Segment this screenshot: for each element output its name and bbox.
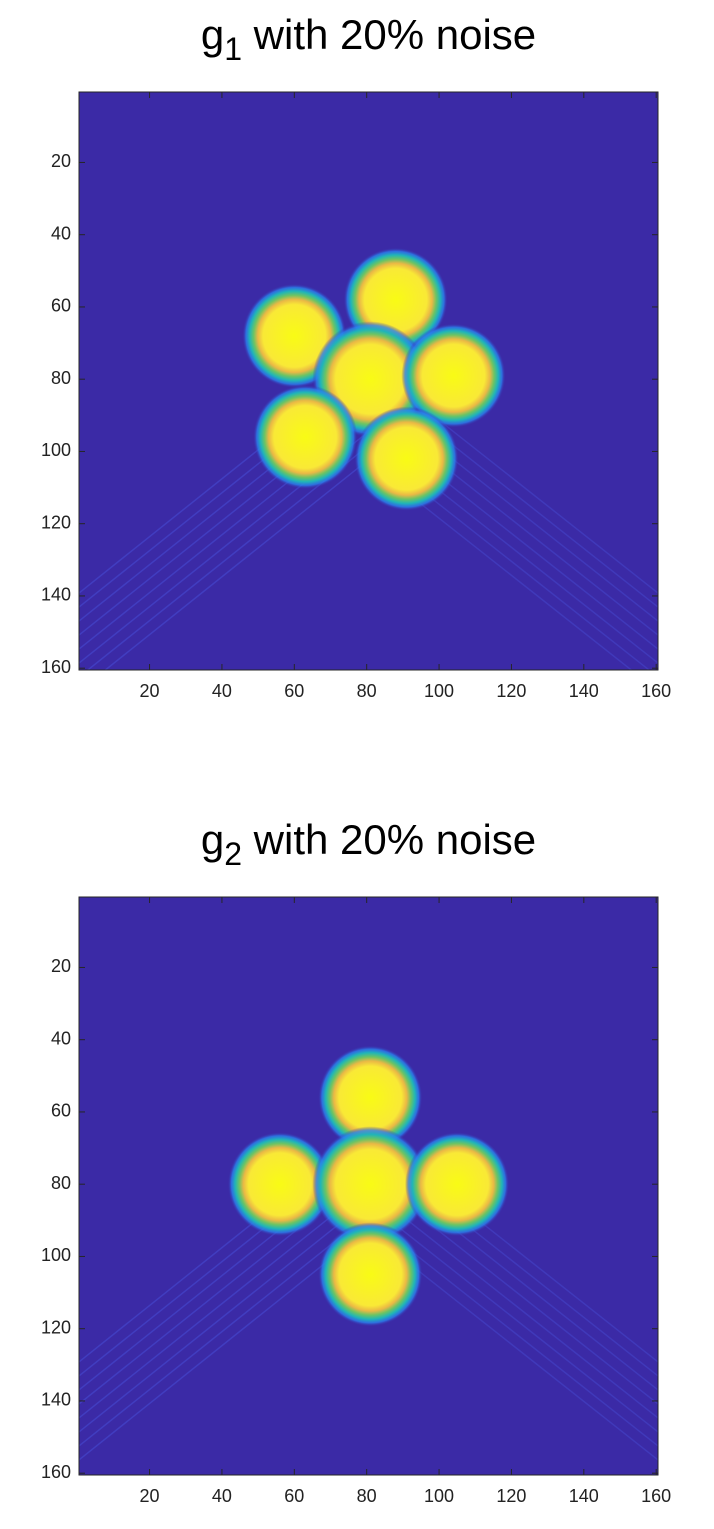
x-tick-label: 20 (140, 681, 160, 701)
y-tick-label: 140 (41, 1390, 71, 1410)
y-tick-label: 140 (41, 585, 71, 605)
streak (366, 1201, 658, 1433)
blob (318, 1222, 423, 1327)
streak (366, 1187, 658, 1419)
x-tick-label: 120 (496, 1486, 526, 1506)
streak (79, 1215, 368, 1447)
title-subscript: 1 (224, 31, 242, 67)
blob (312, 1126, 429, 1243)
axes-frame (78, 91, 659, 671)
x-tick-label: 140 (569, 1486, 599, 1506)
blob (227, 1132, 332, 1237)
y-tick-label: 80 (51, 1173, 71, 1193)
x-tick-label: 100 (424, 681, 454, 701)
y-tick-label: 160 (41, 657, 71, 677)
y-tick-label: 40 (51, 223, 71, 243)
y-tick-label: 160 (41, 1462, 71, 1482)
y-tick-label: 100 (41, 440, 71, 460)
y-tick-label: 100 (41, 1245, 71, 1265)
y-tick-label: 80 (51, 368, 71, 388)
x-tick-label: 80 (357, 1486, 377, 1506)
x-tick-label: 80 (357, 681, 377, 701)
x-tick-label: 60 (284, 681, 304, 701)
x-tick-label: 40 (212, 681, 232, 701)
blob (405, 1132, 510, 1237)
blob (354, 406, 459, 511)
y-tick-label: 40 (51, 1028, 71, 1048)
y-tick-label: 20 (51, 956, 71, 976)
x-tick-label: 20 (140, 1486, 160, 1506)
x-tick-label: 160 (641, 1486, 671, 1506)
blob (401, 323, 506, 428)
chart-title: g1 with 20% noise (201, 11, 536, 67)
streak (104, 460, 368, 670)
blob (253, 384, 358, 490)
y-tick-label: 20 (51, 151, 71, 171)
chart-title: g2 with 20% noise (201, 816, 536, 872)
title-text: with 20% noise (242, 816, 536, 863)
x-tick-label: 60 (284, 1486, 304, 1506)
streak (79, 1187, 368, 1419)
title-base: g (201, 11, 224, 58)
image-content (79, 247, 658, 670)
title-subscript: 2 (224, 836, 242, 872)
x-tick-label: 100 (424, 1486, 454, 1506)
image-content (79, 1045, 658, 1461)
blob (318, 1045, 423, 1150)
x-tick-label: 40 (212, 1486, 232, 1506)
y-tick-label: 120 (41, 1317, 71, 1337)
x-tick-label: 140 (569, 681, 599, 701)
streak (79, 1201, 368, 1433)
title-text: with 20% noise (242, 11, 536, 58)
y-tick-label: 60 (51, 296, 71, 316)
y-tick-label: 120 (41, 512, 71, 532)
y-tick-label: 60 (51, 1101, 71, 1121)
x-tick-label: 120 (496, 681, 526, 701)
x-tick-label: 160 (641, 681, 671, 701)
axes-frame (78, 896, 659, 1476)
title-base: g (201, 816, 224, 863)
